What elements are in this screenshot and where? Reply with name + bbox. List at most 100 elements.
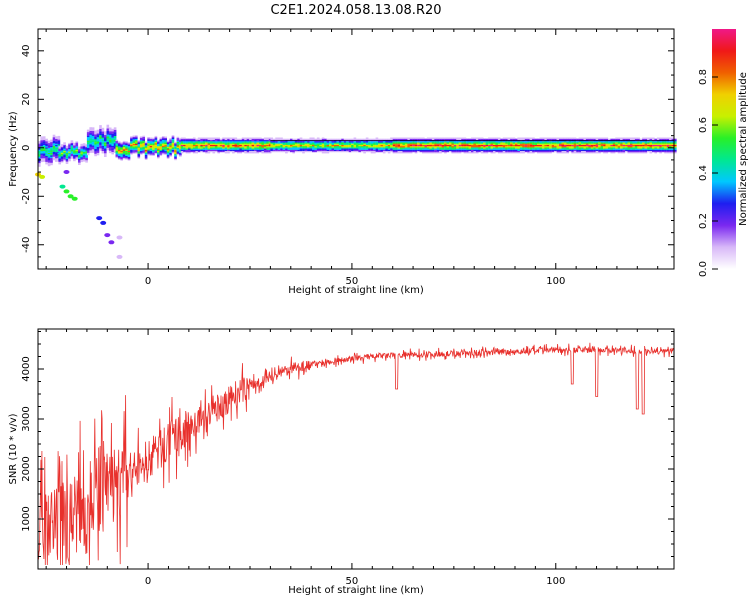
heatmap-cell	[634, 138, 638, 141]
heatmap-cell	[232, 138, 235, 141]
heatmap-cell	[578, 144, 582, 147]
heatmap-cell	[471, 143, 474, 145]
heatmap-cell	[578, 146, 582, 148]
heatmap-cell	[111, 136, 114, 138]
heatmap-cell	[89, 127, 92, 129]
heatmap-cell	[80, 151, 83, 153]
heatmap-cell	[130, 146, 133, 148]
heatmap-cell	[385, 143, 388, 145]
heatmap-cell	[179, 151, 182, 153]
heatmap-cell	[630, 141, 633, 143]
heatmap-cell	[108, 148, 112, 150]
heatmap-cell	[473, 138, 476, 141]
heatmap-cell	[157, 140, 160, 142]
heatmap-cell	[45, 144, 48, 147]
heatmap-cell	[588, 152, 591, 154]
heatmap-cell	[608, 138, 611, 141]
heatmap-cell	[395, 138, 398, 141]
heatmap-cell	[478, 144, 481, 147]
heatmap-cell	[603, 141, 606, 143]
heatmap-cell	[282, 147, 286, 149]
heatmap-cell	[544, 144, 547, 147]
heatmap-cell	[402, 144, 406, 147]
heatmap-cell	[671, 143, 675, 145]
heatmap-cell	[412, 144, 415, 147]
heatmap-cell	[429, 148, 432, 150]
heatmap-cell	[132, 141, 136, 143]
heatmap-cell	[551, 148, 555, 150]
heatmap-cell	[75, 151, 79, 153]
heatmap-cell	[573, 152, 577, 154]
heatmap-cell	[434, 152, 437, 154]
heatmap-cell	[224, 141, 228, 143]
heatmap-cell	[500, 141, 503, 143]
heatmap-cell	[461, 144, 464, 147]
heatmap-cell	[600, 146, 604, 148]
heatmap-cell	[382, 143, 386, 145]
heatmap-cell	[397, 150, 401, 153]
heatmap-cell	[519, 152, 523, 154]
heatmap-cell	[495, 150, 498, 153]
heatmap-cell	[595, 137, 599, 139]
heatmap-cell	[174, 150, 177, 152]
heatmap-cell	[108, 137, 112, 139]
heatmap-cell	[449, 148, 452, 150]
heatmap-cell	[390, 147, 393, 149]
heatmap-cell	[290, 144, 293, 147]
heatmap-cell	[495, 141, 498, 143]
heatmap-cell	[58, 160, 61, 162]
heatmap-cell	[212, 148, 216, 150]
heatmap-cell	[45, 147, 48, 149]
heatmap-cell	[519, 143, 523, 145]
heatmap-cell	[183, 147, 186, 149]
colorbar-label: Normalized spectral amplitude	[738, 72, 749, 226]
heatmap-cell	[58, 147, 61, 149]
heatmap-cell	[224, 138, 228, 141]
heatmap-cell	[414, 150, 418, 153]
heatmap-cell	[144, 156, 148, 158]
heatmap-cell	[434, 148, 437, 150]
heatmap-cell	[519, 142, 523, 144]
heatmap-cell	[111, 145, 114, 148]
heatmap-cell	[632, 150, 635, 153]
heatmap-cell	[458, 146, 462, 148]
heatmap-cell	[40, 157, 43, 159]
heatmap-cell	[546, 150, 550, 153]
heatmap-cell	[446, 149, 450, 151]
heatmap-cell	[502, 141, 506, 143]
heatmap-cell	[422, 148, 425, 150]
heatmap-cell	[368, 138, 371, 141]
heatmap-cell	[192, 152, 196, 154]
heatmap-cell	[261, 147, 264, 149]
heatmap-cell	[666, 152, 670, 154]
heatmap-cell	[164, 146, 167, 148]
heatmap-cell	[475, 149, 479, 151]
heatmap-cell	[169, 151, 172, 153]
heatmap-cell	[483, 141, 486, 143]
heatmap-cell	[529, 143, 533, 145]
heatmap-cell	[507, 148, 511, 150]
heatmap-cell	[610, 149, 613, 151]
heatmap-cell	[125, 154, 128, 156]
heatmap-cell	[451, 138, 454, 141]
heatmap-cell	[664, 141, 667, 143]
heatmap-cell	[598, 142, 601, 144]
heatmap-cell	[539, 152, 543, 154]
heatmap-cell	[500, 138, 503, 141]
heatmap-blob	[63, 170, 70, 174]
heatmap-cell	[644, 152, 648, 154]
heatmap-cell	[117, 146, 121, 148]
heatmap-cell	[147, 144, 150, 146]
heatmap-cell	[63, 154, 66, 156]
heatmap-cell	[249, 139, 252, 142]
heatmap-cell	[353, 144, 357, 147]
heatmap-cell	[426, 147, 430, 149]
heatmap-cell	[85, 145, 88, 147]
heatmap-cell	[85, 150, 88, 152]
heatmap-cell	[637, 147, 640, 149]
heatmap-cell	[378, 138, 381, 141]
heatmap-cell	[632, 147, 635, 149]
heatmap-cell	[224, 152, 228, 154]
heatmap-cell	[471, 150, 474, 153]
heatmap-cell	[475, 144, 479, 147]
